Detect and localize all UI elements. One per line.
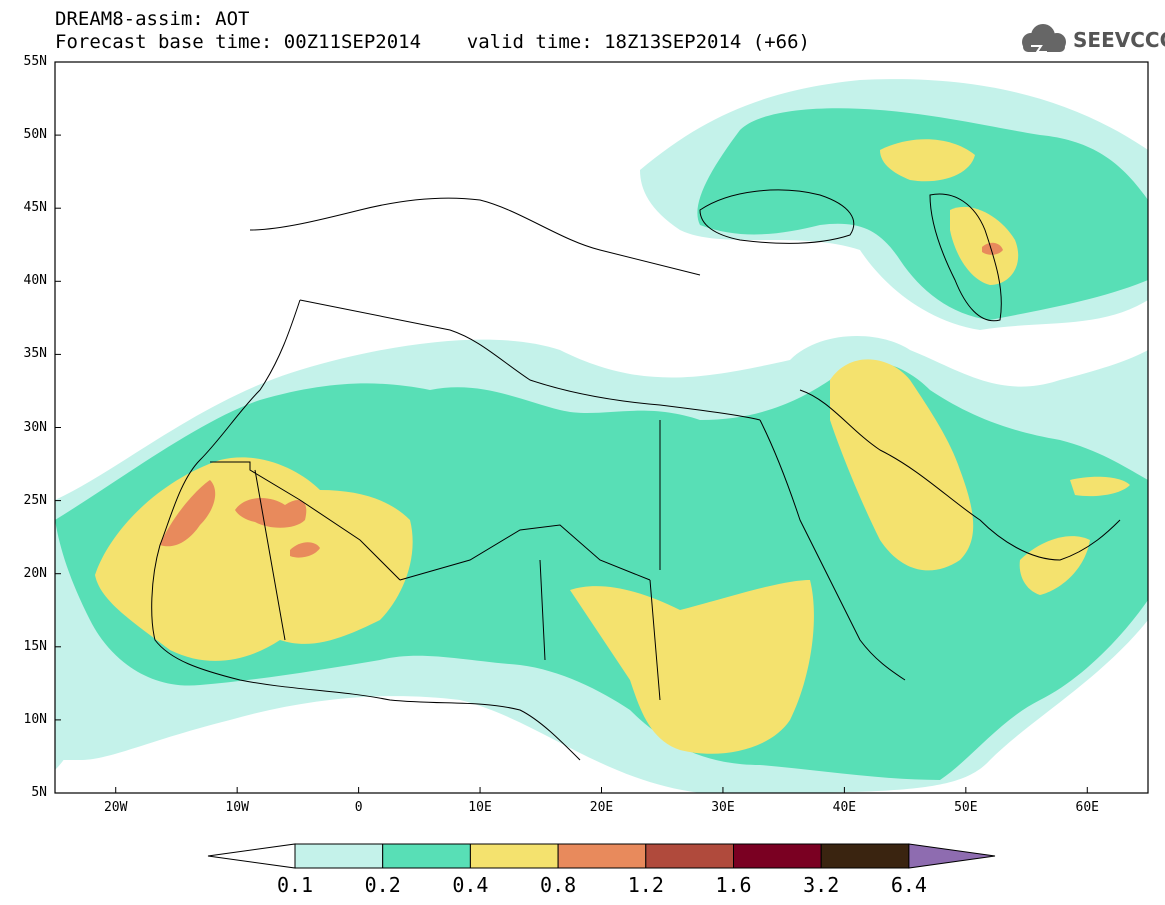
- lon-label: 10W: [225, 800, 249, 815]
- aot-band-0.4-ne: [880, 139, 975, 182]
- title-line-1: DREAM8-assim: AOT: [55, 8, 250, 30]
- lon-label: 20E: [589, 800, 614, 815]
- aot-band-0.4-oman: [1019, 536, 1090, 595]
- cloud-icon: [1022, 24, 1066, 53]
- coastline-caspian: [929, 193, 1002, 322]
- coastline-blacksea: [699, 189, 855, 244]
- lon-label: 40E: [832, 800, 857, 815]
- colorbar-label: 1.6: [715, 873, 752, 897]
- colorbar-label: 1.2: [627, 873, 664, 897]
- colorbar-label: 6.4: [890, 873, 927, 897]
- colorbar-label: 0.4: [452, 873, 489, 897]
- coastline-arabia: [799, 389, 1121, 561]
- colorbar-label: 0.8: [540, 873, 577, 897]
- aot-band-0.2-north: [697, 108, 1148, 321]
- colorbar-label: 0.2: [364, 873, 401, 897]
- lon-label: 20W: [103, 800, 128, 815]
- aot-band-0.4-arabia: [830, 359, 974, 571]
- aot-band-0.4-sudan: [570, 580, 814, 754]
- aot-band-0.8-a: [160, 480, 216, 547]
- lat-label: 25N: [23, 492, 47, 508]
- aot-band-0.8-b: [235, 498, 307, 528]
- coastline-africa-nw: [151, 299, 581, 761]
- lon-label: 30E: [711, 800, 735, 815]
- lat-label: 5N: [31, 785, 47, 800]
- lon-label: 50E: [954, 800, 978, 815]
- lat-label: 20N: [23, 565, 47, 581]
- lat-label: 10N: [23, 711, 47, 727]
- aot-band-0.1-west: [55, 600, 86, 770]
- lat-label: 15N: [23, 638, 47, 654]
- lon-label: 60E: [1075, 800, 1100, 815]
- logo-text: SEEVCCC: [1073, 28, 1165, 52]
- colorbar-label: 3.2: [803, 873, 840, 897]
- aot-band-0.4-gulf: [1070, 476, 1130, 497]
- lat-label: 50N: [23, 127, 47, 143]
- lon-label: 0: [354, 800, 363, 815]
- lat-label: 30N: [23, 419, 47, 435]
- coastline-europe: [249, 197, 701, 276]
- coastline-redsea: [759, 419, 906, 681]
- colorbar-label: 0.1: [276, 873, 314, 897]
- aot-band-0.4-west: [95, 457, 413, 661]
- lat-label: 40N: [23, 273, 47, 289]
- title-line-2: Forecast base time: 00Z11SEP2014 valid t…: [55, 31, 810, 53]
- lat-label: 55N: [23, 54, 47, 69]
- lat-label: 35N: [23, 346, 47, 362]
- aot-band-0.8-c: [290, 542, 320, 558]
- coastline-med: [299, 299, 761, 421]
- lat-label: 45N: [23, 200, 47, 216]
- border-lines: [210, 420, 661, 701]
- lon-label: 10E: [468, 800, 492, 815]
- aot-band-0.8-d: [982, 242, 1003, 255]
